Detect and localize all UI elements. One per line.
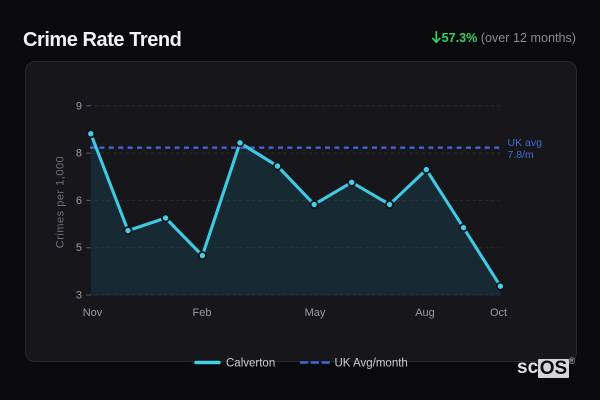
svg-text:Crimes per 1,000: Crimes per 1,000	[54, 156, 66, 248]
svg-text:UK avg: UK avg	[508, 137, 543, 149]
svg-text:May: May	[305, 307, 326, 319]
svg-text:Oct: Oct	[490, 307, 507, 319]
svg-text:Feb: Feb	[193, 307, 212, 319]
svg-text:3: 3	[76, 290, 82, 302]
svg-text:8: 8	[76, 148, 82, 160]
svg-text:Aug: Aug	[415, 307, 435, 319]
svg-text:5: 5	[76, 242, 82, 254]
svg-text:7.8/m: 7.8/m	[508, 149, 535, 161]
svg-text:6: 6	[76, 195, 82, 207]
svg-text:9: 9	[76, 100, 82, 112]
svg-text:UK Avg/month: UK Avg/month	[335, 358, 408, 370]
svg-text:Nov: Nov	[83, 307, 103, 319]
svg-text:Calverton: Calverton	[226, 358, 275, 370]
